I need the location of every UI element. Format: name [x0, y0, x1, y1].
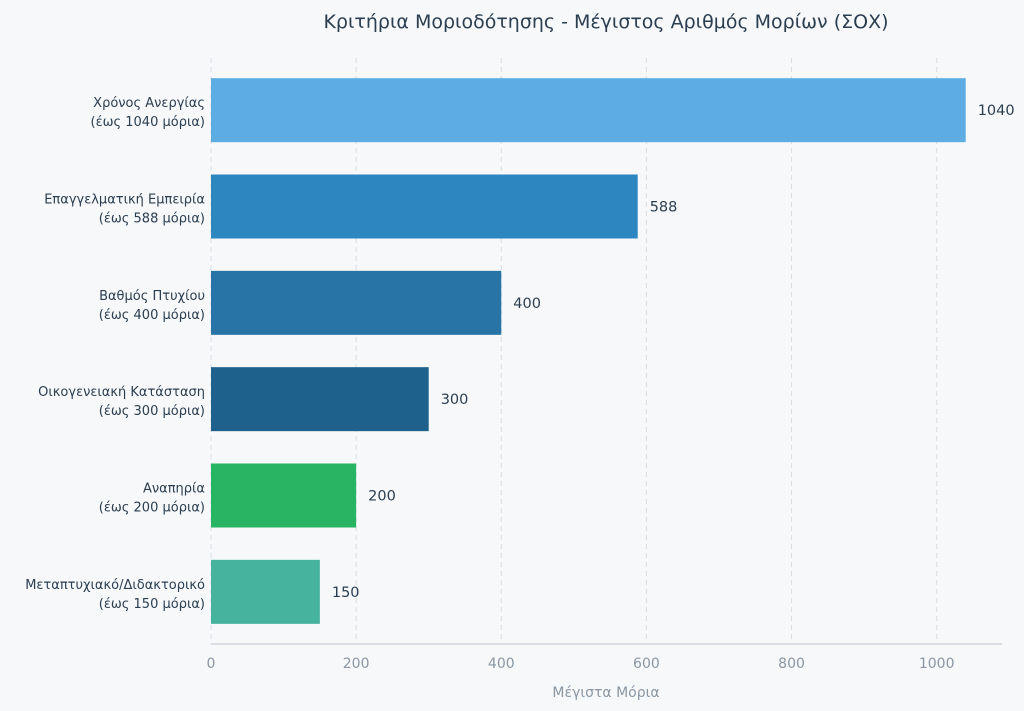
- category-label: Χρόνος Ανεργίας (έως 1040 μόρια): [91, 96, 205, 130]
- x-axis-title: Μέγιστα Μόρια: [552, 685, 659, 701]
- bar: [211, 270, 502, 335]
- value-label: 400: [513, 296, 541, 312]
- value-label: 200: [368, 489, 396, 505]
- bar: [211, 367, 429, 432]
- category-label: Μεταπτυχιακό/Διδακτορικό (έως 150 μόρια): [25, 578, 205, 612]
- chart-title: Κριτήρια Μοριοδότησης - Μέγιστος Αριθμός…: [323, 11, 888, 33]
- category-label: Βαθμός Πτυχίου (έως 400 μόρια): [99, 289, 205, 323]
- bar: [211, 174, 638, 239]
- bar: [211, 78, 966, 143]
- x-tick-label: 800: [778, 656, 805, 672]
- value-label: 1040: [978, 103, 1015, 119]
- value-label: 300: [441, 392, 469, 408]
- category-labels: Χρόνος Ανεργίας (έως 1040 μόρια) Επαγγελμα…: [25, 96, 205, 612]
- x-tick-label: 200: [343, 656, 370, 672]
- category-label: Αναπηρία (έως 200 μόρια): [99, 482, 205, 516]
- x-tick-label: 400: [488, 656, 515, 672]
- x-tick-label: 600: [633, 656, 660, 672]
- x-tick-label: 0: [207, 656, 216, 672]
- category-label: Οικογενειακή Κατάσταση (έως 300 μόρια): [38, 385, 205, 419]
- x-axis-ticks: 0 200 400 600 800 1000: [207, 656, 955, 672]
- category-label: Επαγγελματική Εμπειρία (έως 588 μόρια): [44, 193, 205, 227]
- x-tick-label: 1000: [919, 656, 955, 672]
- value-label: 588: [650, 200, 678, 216]
- bar: [211, 463, 357, 528]
- bars: [211, 78, 966, 624]
- value-labels: 1040 588 400 300 200 150: [332, 103, 1015, 601]
- bar: [211, 559, 320, 624]
- grid: [210, 58, 938, 644]
- value-label: 150: [332, 585, 360, 601]
